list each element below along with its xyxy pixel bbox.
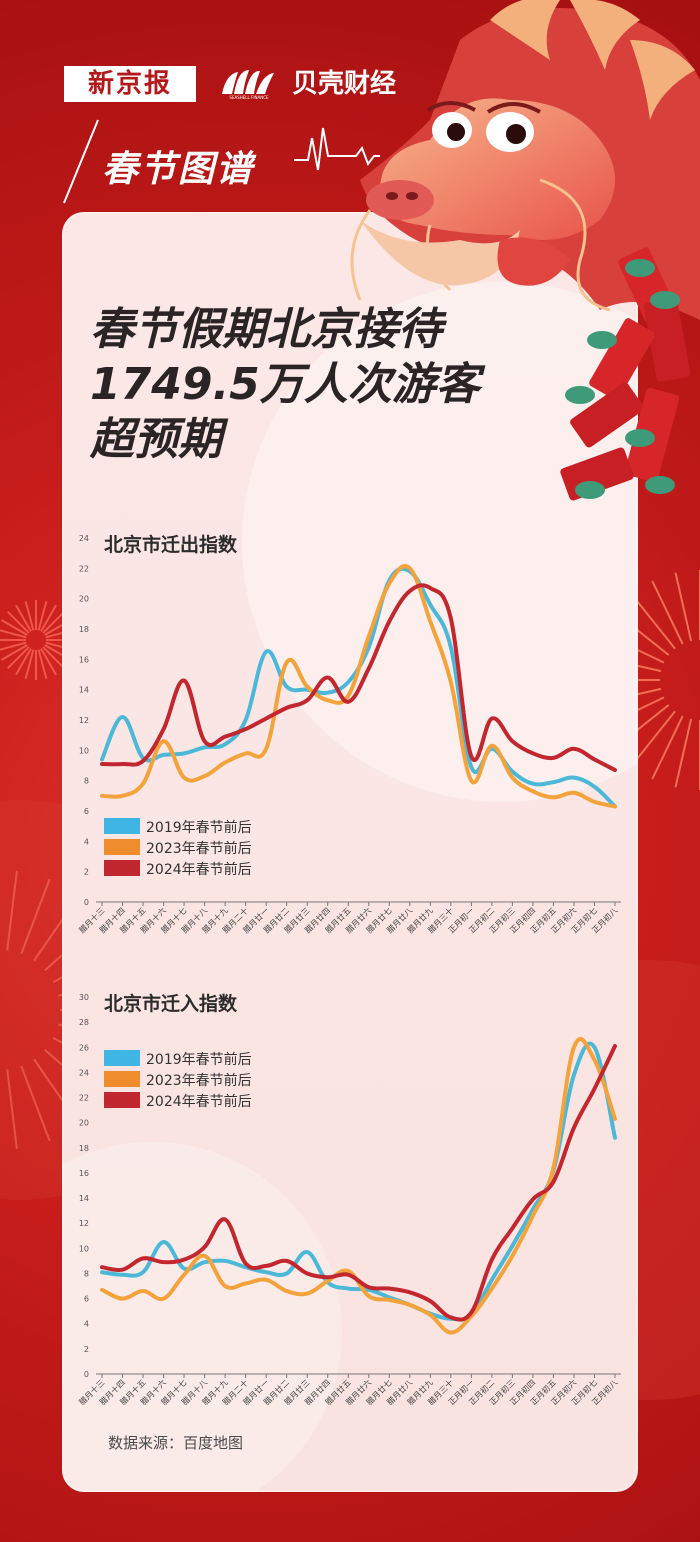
firework-left-icon xyxy=(0,600,76,680)
outbound-legend-label: 2024年春节前后 xyxy=(146,861,252,878)
outbound-ytick: 0 xyxy=(84,898,89,907)
headline-line-1: 春节假期北京接待 xyxy=(90,304,442,355)
inbound-ytick: 24 xyxy=(79,1068,89,1077)
inbound-ytick: 8 xyxy=(84,1269,89,1278)
outbound-index-chart: 024681012141618202224腊月十三腊月十四腊月十五腊月十六腊月十… xyxy=(77,534,621,935)
data-source: 数据来源：百度地图 xyxy=(108,1434,244,1452)
subtitle-decoration xyxy=(63,119,380,204)
inbound-ytick: 12 xyxy=(79,1219,89,1228)
brand-xjb-logo: 新京报 xyxy=(64,66,196,102)
content-card: 春节假期北京接待 1749.5万人次游客 超预期 北京市迁出指数 0 2 4 6 8 10… xyxy=(62,212,638,1492)
dragon-decoration-icon xyxy=(350,0,700,501)
inbound-ytick: 16 xyxy=(79,1169,89,1178)
inbound-ytick: 26 xyxy=(79,1043,89,1052)
chart-title-inbound: 北京市迁入指数 xyxy=(104,993,238,1015)
inbound-ytick: 28 xyxy=(79,1018,89,1027)
outbound-ytick: 8 xyxy=(84,777,89,786)
outbound-ytick: 18 xyxy=(79,625,89,634)
inbound-ytick: 20 xyxy=(79,1119,89,1128)
outbound-legend-swatch xyxy=(104,839,140,855)
outbound-ytick: 2 xyxy=(84,868,89,877)
inbound-ytick: 30 xyxy=(79,993,89,1002)
outbound-series-line-1 xyxy=(100,566,617,809)
inbound-legend-swatch xyxy=(104,1050,140,1066)
inbound-ytick: 2 xyxy=(84,1345,89,1354)
outbound-legend-label: 2023年春节前后 xyxy=(146,840,252,857)
inbound-legend-label: 2024年春节前后 xyxy=(146,1093,252,1110)
headline: 春节假期北京接待 1749.5万人次游客 超预期 xyxy=(90,302,610,467)
inbound-ytick: 10 xyxy=(79,1244,89,1253)
outbound-ytick: 12 xyxy=(79,716,89,725)
seashell-logo-caption: SEASHELL FINANCE xyxy=(229,95,269,100)
outbound-series-line-3 xyxy=(100,583,617,773)
inbound-ytick: 14 xyxy=(79,1194,89,1203)
inbound-ytick: 18 xyxy=(79,1144,89,1153)
outbound-ytick: 22 xyxy=(79,564,89,573)
outbound-legend-label: 2019年春节前后 xyxy=(146,819,252,836)
inbound-legend-swatch xyxy=(104,1092,140,1108)
inbound-ytick: 22 xyxy=(79,1094,89,1103)
headline-line-3: 超预期 xyxy=(90,414,222,465)
headline-line-2: 1749.5万人次游客 xyxy=(90,359,480,410)
seashell-logo-icon: SEASHELL FINANCE xyxy=(222,70,274,100)
outbound-ytick: 24 xyxy=(79,534,89,543)
inbound-ytick: 0 xyxy=(84,1370,89,1379)
outbound-ytick: 6 xyxy=(84,807,89,816)
inbound-series-line-2 xyxy=(100,1037,617,1335)
inbound-index-chart: 024681012141618202224262830腊月十三腊月十四腊月十五腊… xyxy=(77,993,621,1405)
inbound-ytick: 4 xyxy=(84,1320,89,1329)
outbound-ytick: 20 xyxy=(79,595,89,604)
outbound-ytick: 4 xyxy=(84,837,89,846)
outbound-legend-swatch xyxy=(104,818,140,834)
subtitle: 春节图谱 xyxy=(102,148,255,190)
inbound-legend-label: 2023年春节前后 xyxy=(146,1072,252,1089)
inbound-ytick: 6 xyxy=(84,1295,89,1304)
inbound-legend-swatch xyxy=(104,1071,140,1087)
outbound-legend-swatch xyxy=(104,860,140,876)
brand-bk-name: 贝壳财经 xyxy=(292,69,397,99)
inbound-series-line-3 xyxy=(100,1044,617,1322)
firecrackers-icon xyxy=(560,247,691,501)
chart-title-outbound: 北京市迁出指数 xyxy=(104,534,238,556)
outbound-series-line-2 xyxy=(100,564,617,809)
outbound-ytick: 16 xyxy=(79,655,89,664)
outbound-ytick: 10 xyxy=(79,746,89,755)
outbound-ytick: 14 xyxy=(79,686,89,695)
card-decoration xyxy=(62,282,638,1492)
inbound-legend-label: 2019年春节前后 xyxy=(146,1051,252,1068)
